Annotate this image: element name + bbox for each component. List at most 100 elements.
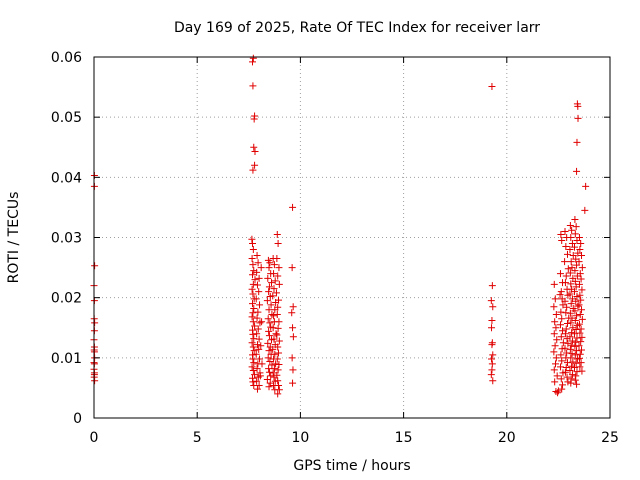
data-point: [251, 276, 259, 284]
data-point: [289, 324, 297, 332]
data-point: [570, 330, 578, 338]
data-point: [488, 324, 496, 332]
data-point: [251, 161, 259, 169]
data-point: [488, 366, 496, 374]
data-point: [570, 363, 578, 371]
y-tick-label: 0.03: [51, 231, 82, 247]
data-point: [275, 337, 283, 345]
data-point: [487, 297, 495, 305]
data-point: [249, 355, 257, 363]
y-tick-label: 0.05: [51, 110, 82, 126]
data-point: [255, 288, 263, 296]
data-point: [558, 315, 566, 323]
data-point: [578, 315, 586, 323]
data-point: [268, 361, 276, 369]
data-point: [570, 288, 578, 296]
data-point: [572, 359, 580, 367]
data-point: [253, 365, 261, 373]
data-point: [487, 371, 495, 379]
data-point: [559, 339, 567, 347]
data-point: [569, 252, 577, 260]
data-point: [582, 182, 590, 190]
x-tick-label: 5: [193, 430, 202, 446]
data-point: [272, 360, 280, 368]
data-point: [270, 335, 278, 343]
data-point: [274, 377, 282, 385]
data-point: [578, 306, 586, 314]
data-point: [561, 330, 569, 338]
data-point: [575, 280, 583, 288]
data-point: [275, 264, 283, 272]
data-point: [571, 277, 579, 285]
data-point: [489, 303, 497, 311]
data-point: [574, 114, 582, 122]
data-point: [553, 372, 561, 380]
data-point: [572, 223, 580, 231]
data-point: [488, 282, 496, 290]
data-point: [571, 342, 579, 350]
data-point: [269, 369, 277, 377]
data-point: [567, 234, 575, 241]
x-axis-label: GPS time / hours: [293, 458, 410, 474]
data-point: [274, 240, 282, 248]
chart-title: Day 169 of 2025, Rate Of TEC Index for r…: [174, 20, 540, 36]
data-point: [255, 382, 263, 390]
data-point: [288, 264, 296, 272]
data-point: [568, 329, 576, 337]
data-point: [272, 289, 280, 297]
data-point: [289, 379, 297, 387]
data-point: [275, 280, 283, 288]
data-point: [265, 283, 273, 291]
data-point: [571, 307, 579, 315]
data-point: [269, 292, 277, 300]
data-point: [566, 221, 574, 229]
data-point: [577, 325, 585, 333]
data-point: [566, 269, 574, 277]
data-point: [577, 275, 585, 283]
data-point: [248, 339, 256, 347]
plot-frame: [93, 56, 611, 419]
data-point: [249, 280, 257, 288]
data-point: [566, 309, 574, 317]
data-point: [248, 235, 256, 243]
data-point: [573, 312, 581, 320]
data-point: [253, 341, 261, 349]
data-point: [274, 272, 282, 280]
data-point: [576, 350, 584, 358]
data-point: [578, 252, 586, 260]
data-point: [567, 354, 575, 362]
data-point: [264, 354, 272, 362]
data-point: [275, 360, 283, 368]
data-point: [563, 250, 571, 258]
data-point: [566, 366, 574, 374]
data-point: [568, 337, 576, 345]
data-point: [576, 329, 584, 337]
data-point: [270, 373, 278, 381]
data-point: [550, 303, 558, 311]
x-tick-label: 20: [498, 430, 516, 446]
y-tick-label: 0: [73, 411, 82, 427]
data-point: [552, 354, 560, 362]
data-point: [274, 366, 282, 374]
data-point: [263, 297, 271, 305]
data-point: [249, 290, 257, 298]
data-point: [271, 350, 279, 358]
data-point: [578, 333, 586, 341]
data-point: [263, 375, 271, 383]
data-point: [571, 267, 579, 275]
data-point: [573, 334, 581, 342]
data-point: [250, 267, 258, 275]
data-point: [488, 355, 496, 363]
data-point: [576, 270, 584, 278]
data-point: [562, 272, 570, 280]
data-point: [577, 359, 585, 367]
data-point: [574, 249, 582, 257]
data-point: [575, 320, 583, 328]
data-point: [575, 234, 583, 241]
data-point: [578, 286, 586, 294]
data-point: [249, 271, 257, 279]
data-point: [573, 347, 581, 355]
data-point: [91, 262, 99, 270]
data-point: [253, 252, 261, 260]
data-point: [569, 324, 577, 332]
